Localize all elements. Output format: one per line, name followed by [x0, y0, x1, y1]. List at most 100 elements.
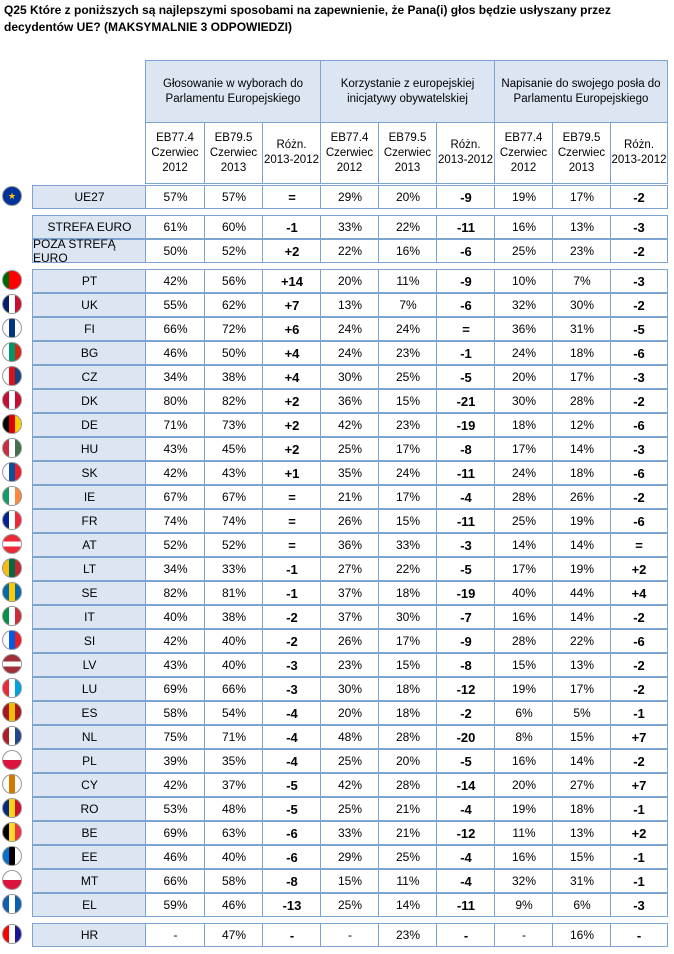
value-cell: 31%: [552, 317, 611, 341]
diff-cell: -6: [610, 341, 668, 365]
table-row: BE 69% 63% -6 33% 21% -12 11% 13% +2: [0, 821, 674, 845]
diff-cell: -5: [436, 365, 495, 389]
value-cell: 48%: [320, 725, 379, 749]
value-cell: 17%: [494, 557, 553, 581]
value-cell: 50%: [145, 239, 205, 263]
value-cell: 6%: [552, 893, 611, 917]
flag-icon: [2, 390, 22, 410]
value-cell: 17%: [494, 437, 553, 461]
diff-cell: -19: [436, 413, 495, 437]
table-row: DK 80% 82% +2 36% 15% -21 30% 28% -2: [0, 389, 674, 413]
flag-icon: [2, 678, 22, 698]
sub-header: EB77.4 Czerwiec 2012: [494, 122, 553, 184]
value-cell: 60%: [204, 215, 263, 239]
value-cell: 15%: [494, 653, 553, 677]
diff-cell: -13: [262, 893, 321, 917]
value-cell: 13%: [552, 821, 611, 845]
country-label: UK: [32, 293, 146, 317]
diff-cell: -1: [610, 797, 668, 821]
country-label: ES: [32, 701, 146, 725]
value-cell: 29%: [320, 185, 379, 209]
country-label: LU: [32, 677, 146, 701]
flag-icon: [2, 270, 22, 290]
flag-icon: [2, 846, 22, 866]
value-cell: 66%: [145, 317, 205, 341]
value-cell: 17%: [552, 365, 611, 389]
table-row: HU 43% 45% +2 25% 17% -8 17% 14% -3: [0, 437, 674, 461]
value-cell: 36%: [320, 389, 379, 413]
diff-cell: -3: [610, 215, 668, 239]
table-row: ES 58% 54% -4 20% 18% -2 6% 5% -1: [0, 701, 674, 725]
country-label: STREFA EURO: [32, 215, 146, 239]
flag-icon: [2, 924, 22, 944]
table-row: IE 67% 67% = 21% 17% -4 28% 26% -2: [0, 485, 674, 509]
flag-icon: [2, 366, 22, 386]
value-cell: 36%: [494, 317, 553, 341]
diff-cell: -6: [610, 413, 668, 437]
sub-header: Różn. 2013-2012: [610, 122, 668, 184]
value-cell: 15%: [378, 509, 437, 533]
value-cell: 28%: [378, 725, 437, 749]
value-cell: 32%: [494, 869, 553, 893]
value-cell: 46%: [145, 341, 205, 365]
country-label: PT: [32, 269, 146, 293]
value-cell: 72%: [204, 317, 263, 341]
table-row: ★ UE27 57% 57% = 29% 20% -9 19% 17% -2: [0, 185, 674, 209]
value-cell: 19%: [552, 557, 611, 581]
diff-cell: -12: [436, 677, 495, 701]
diff-cell: =: [610, 533, 668, 557]
diff-cell: -14: [436, 773, 495, 797]
value-cell: 23%: [320, 653, 379, 677]
diff-cell: -1: [262, 215, 321, 239]
value-cell: 23%: [552, 239, 611, 263]
diff-cell: -1: [610, 701, 668, 725]
diff-cell: -4: [436, 869, 495, 893]
diff-cell: -5: [610, 317, 668, 341]
table-row: POZA STREFĄ EURO 50% 52% +2 22% 16% -6 25% 23% -2: [0, 237, 674, 265]
value-cell: 44%: [552, 581, 611, 605]
value-cell: 25%: [494, 239, 553, 263]
diff-cell: -11: [436, 215, 495, 239]
table-row: AT 52% 52% = 36% 33% -3 14% 14% =: [0, 533, 674, 557]
diff-cell: +4: [262, 365, 321, 389]
value-cell: 18%: [378, 581, 437, 605]
value-cell: 18%: [494, 413, 553, 437]
value-cell: 75%: [145, 725, 205, 749]
flag-icon: [2, 774, 22, 794]
sub-header: Różn. 2013-2012: [262, 122, 321, 184]
table-row: RO 53% 48% -5 25% 21% -4 19% 18% -1: [0, 797, 674, 821]
table-row: LT 34% 33% -1 27% 22% -5 17% 19% +2: [0, 557, 674, 581]
diff-cell: -1: [610, 845, 668, 869]
diff-cell: -: [262, 923, 321, 947]
diff-cell: -5: [262, 773, 321, 797]
diff-cell: -4: [436, 845, 495, 869]
diff-cell: -9: [436, 269, 495, 293]
diff-cell: +7: [262, 293, 321, 317]
country-label: FR: [32, 509, 146, 533]
value-cell: 40%: [145, 605, 205, 629]
diff-cell: -8: [262, 869, 321, 893]
value-cell: 59%: [145, 893, 205, 917]
flag-icon: [2, 750, 22, 770]
value-cell: 40%: [204, 845, 263, 869]
value-cell: 11%: [378, 869, 437, 893]
value-cell: 6%: [494, 701, 553, 725]
diff-cell: +7: [610, 725, 668, 749]
value-cell: 24%: [494, 341, 553, 365]
value-cell: 53%: [145, 797, 205, 821]
value-cell: 18%: [552, 797, 611, 821]
diff-cell: +2: [262, 437, 321, 461]
value-cell: 42%: [320, 773, 379, 797]
diff-cell: -5: [262, 797, 321, 821]
value-cell: 55%: [145, 293, 205, 317]
value-cell: 30%: [320, 365, 379, 389]
value-cell: 80%: [145, 389, 205, 413]
value-cell: 25%: [320, 797, 379, 821]
table-row: SI 42% 40% -2 26% 17% -9 28% 22% -6: [0, 629, 674, 653]
diff-cell: -20: [436, 725, 495, 749]
country-label: UE27: [32, 185, 146, 209]
value-cell: 27%: [320, 557, 379, 581]
value-cell: 11%: [494, 821, 553, 845]
country-label: BE: [32, 821, 146, 845]
value-cell: 24%: [320, 317, 379, 341]
